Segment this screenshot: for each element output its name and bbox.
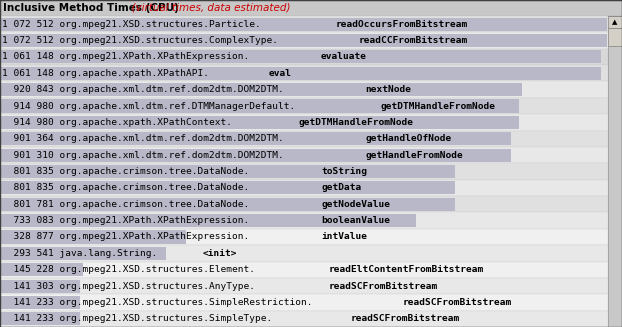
Bar	[0, 147, 608, 163]
Text: 1 061 148 org.mpeg21.XPath.XPathExpression.: 1 061 148 org.mpeg21.XPath.XPathExpressi…	[2, 52, 249, 61]
Text: Inclusive Method Times (CPU): Inclusive Method Times (CPU)	[3, 3, 179, 13]
Bar	[0, 132, 511, 145]
Text: readEltContentFromBitstream: readEltContentFromBitstream	[328, 265, 484, 274]
Bar	[0, 130, 608, 147]
Text: evaluate: evaluate	[321, 52, 367, 61]
Bar	[0, 180, 608, 196]
Text: booleanValue: booleanValue	[321, 216, 390, 225]
Text: getHandleFromNode: getHandleFromNode	[366, 151, 463, 160]
Bar	[0, 196, 608, 213]
Text: getNodeValue: getNodeValue	[321, 200, 390, 209]
Text: 914 980 org.apache.xml.dtm.ref.DTMManagerDefault.: 914 980 org.apache.xml.dtm.ref.DTMManage…	[2, 101, 295, 111]
Text: eval: eval	[269, 69, 292, 78]
Bar	[0, 34, 607, 47]
Bar	[0, 81, 608, 98]
Text: 141 303 org.mpeg21.XSD.structures.AnyType.: 141 303 org.mpeg21.XSD.structures.AnyTyp…	[2, 282, 255, 291]
Text: <init>: <init>	[202, 249, 237, 258]
Text: 1 072 512 org.mpeg21.XSD.structures.Particle.: 1 072 512 org.mpeg21.XSD.structures.Part…	[2, 20, 261, 29]
Text: getData: getData	[321, 183, 361, 192]
Bar	[0, 247, 166, 260]
Bar	[0, 280, 80, 293]
Text: 914 980 org.apache.xpath.XPathContext.: 914 980 org.apache.xpath.XPathContext.	[2, 118, 232, 127]
Bar	[0, 278, 608, 294]
Bar	[0, 165, 455, 178]
Bar	[0, 231, 187, 244]
Text: 801 835 org.apache.crimson.tree.DataNode.: 801 835 org.apache.crimson.tree.DataNode…	[2, 167, 249, 176]
Text: 901 364 org.apache.xml.dtm.ref.dom2dtm.DOM2DTM.: 901 364 org.apache.xml.dtm.ref.dom2dtm.D…	[2, 134, 284, 143]
Bar	[0, 18, 607, 31]
Bar	[0, 312, 80, 325]
Text: 901 310 org.apache.xml.dtm.ref.dom2dtm.DOM2DTM.: 901 310 org.apache.xml.dtm.ref.dom2dtm.D…	[2, 151, 284, 160]
Bar	[0, 263, 83, 276]
Bar	[0, 98, 608, 114]
Bar	[0, 67, 601, 80]
Text: intValue: intValue	[321, 232, 367, 241]
Text: readSCFromBitstream: readSCFromBitstream	[328, 282, 438, 291]
Bar	[608, 16, 622, 28]
Bar	[0, 50, 601, 63]
Bar	[0, 49, 608, 65]
Bar	[0, 311, 608, 327]
Bar	[0, 294, 608, 311]
Text: 141 233 org.mpeg21.XSD.structures.SimpleType.: 141 233 org.mpeg21.XSD.structures.Simple…	[2, 314, 272, 323]
Text: 733 083 org.mpeg21.XPath.XPathExpression.: 733 083 org.mpeg21.XPath.XPathExpression…	[2, 216, 249, 225]
Text: (virtual times, data estimated): (virtual times, data estimated)	[125, 3, 290, 13]
Text: getDTMHandleFromNode: getDTMHandleFromNode	[381, 101, 495, 111]
Text: readOccursFromBitstream: readOccursFromBitstream	[336, 20, 468, 29]
Bar	[0, 32, 608, 49]
Bar	[0, 262, 608, 278]
Bar	[0, 148, 511, 162]
Text: 328 877 org.mpeg21.XPath.XPathExpression.: 328 877 org.mpeg21.XPath.XPathExpression…	[2, 232, 249, 241]
Bar	[0, 245, 608, 262]
Bar	[0, 0, 622, 16]
Bar	[0, 65, 608, 81]
Text: 801 781 org.apache.crimson.tree.DataNode.: 801 781 org.apache.crimson.tree.DataNode…	[2, 200, 249, 209]
Text: 801 835 org.apache.crimson.tree.DataNode.: 801 835 org.apache.crimson.tree.DataNode…	[2, 183, 249, 192]
Text: ▲: ▲	[612, 19, 618, 25]
Text: readCCFromBitstream: readCCFromBitstream	[358, 36, 467, 45]
Text: 1 072 512 org.mpeg21.XSD.structures.ComplexType.: 1 072 512 org.mpeg21.XSD.structures.Comp…	[2, 36, 278, 45]
Bar	[0, 114, 608, 130]
Bar	[0, 116, 519, 129]
Text: 293 541 java.lang.String.: 293 541 java.lang.String.	[2, 249, 157, 258]
Bar	[0, 198, 455, 211]
Bar	[0, 163, 608, 180]
Bar	[0, 181, 455, 195]
Bar	[0, 214, 415, 227]
Text: 141 233 org.mpeg21.XSD.structures.SimpleRestriction.: 141 233 org.mpeg21.XSD.structures.Simple…	[2, 298, 312, 307]
Text: nextNode: nextNode	[366, 85, 412, 94]
Bar	[0, 296, 80, 309]
Bar	[0, 16, 608, 32]
Bar	[608, 16, 622, 327]
Text: getDTMHandleFromNode: getDTMHandleFromNode	[299, 118, 414, 127]
Text: 920 843 org.apache.xml.dtm.ref.dom2dtm.DOM2DTM.: 920 843 org.apache.xml.dtm.ref.dom2dtm.D…	[2, 85, 284, 94]
Text: readSCFromBitstream: readSCFromBitstream	[402, 298, 512, 307]
Text: 1 061 148 org.apache.xpath.XPathAPI.: 1 061 148 org.apache.xpath.XPathAPI.	[2, 69, 209, 78]
Text: toString: toString	[321, 167, 367, 176]
Bar	[0, 99, 519, 112]
Bar	[0, 229, 608, 245]
Bar	[608, 28, 622, 46]
Bar	[0, 83, 522, 96]
Text: readSCFromBitstream: readSCFromBitstream	[351, 314, 460, 323]
Bar	[0, 213, 608, 229]
Text: getHandleOfNode: getHandleOfNode	[366, 134, 452, 143]
Text: 145 228 org.mpeg21.XSD.structures.Element.: 145 228 org.mpeg21.XSD.structures.Elemen…	[2, 265, 255, 274]
